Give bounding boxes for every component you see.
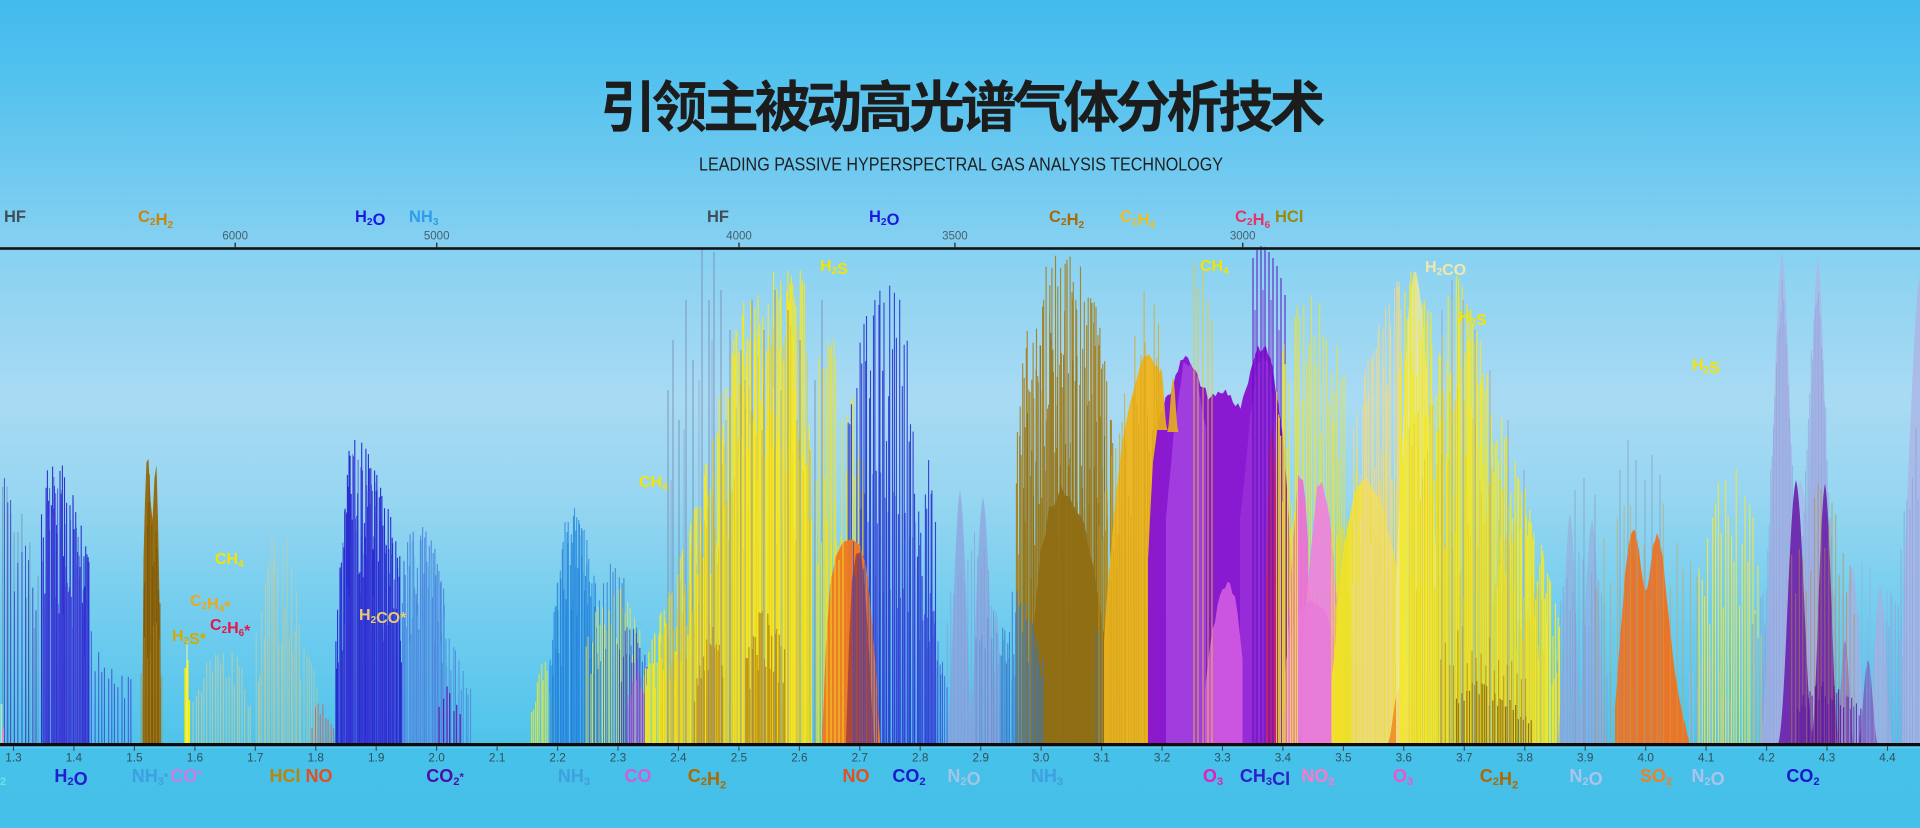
svg-text:2.1: 2.1 xyxy=(489,751,505,765)
svg-text:3.6: 3.6 xyxy=(1396,751,1413,765)
svg-text:CO*: CO* xyxy=(170,766,202,786)
svg-text:C2H2: C2H2 xyxy=(138,208,174,231)
svg-text:H2O: H2O xyxy=(355,208,386,229)
svg-text:4.4: 4.4 xyxy=(1879,751,1896,765)
svg-text:2.7: 2.7 xyxy=(852,751,868,765)
svg-text:C2H6: C2H6 xyxy=(1235,208,1271,231)
svg-text:H2CO*: H2CO* xyxy=(359,607,407,627)
svg-text:H2S: H2S xyxy=(820,258,848,278)
svg-text:O2: O2 xyxy=(0,766,6,788)
svg-text:H2S*: H2S* xyxy=(172,628,207,648)
svg-text:C2H6*: C2H6* xyxy=(210,617,251,640)
svg-text:1.5: 1.5 xyxy=(126,751,143,765)
svg-text:2.0: 2.0 xyxy=(428,751,445,765)
svg-text:CH4: CH4 xyxy=(215,551,244,570)
svg-text:CO2: CO2 xyxy=(892,766,925,788)
svg-text:C2H4*: C2H4* xyxy=(190,593,231,616)
svg-text:NH3: NH3 xyxy=(1031,766,1063,788)
svg-text:N2O: N2O xyxy=(1569,766,1602,789)
svg-text:H2O: H2O xyxy=(54,766,87,789)
svg-text:C2H2: C2H2 xyxy=(688,766,726,791)
svg-text:2.9: 2.9 xyxy=(972,751,988,765)
svg-text:H2S: H2S xyxy=(1459,309,1487,329)
svg-text:C2H2: C2H2 xyxy=(1049,208,1085,231)
svg-text:CO2: CO2 xyxy=(1786,766,1819,788)
svg-text:1.6: 1.6 xyxy=(187,751,204,765)
svg-text:SO2: SO2 xyxy=(1640,766,1672,788)
svg-text:HCl: HCl xyxy=(270,766,301,786)
svg-text:1.7: 1.7 xyxy=(247,751,263,765)
svg-text:3.4: 3.4 xyxy=(1275,751,1292,765)
svg-text:CH4: CH4 xyxy=(639,474,668,493)
svg-text:NH3: NH3 xyxy=(409,208,439,228)
svg-text:5000: 5000 xyxy=(424,231,450,243)
svg-text:HCl: HCl xyxy=(1275,208,1303,226)
svg-text:4.3: 4.3 xyxy=(1819,751,1836,765)
svg-text:CO2*: CO2* xyxy=(426,766,464,788)
svg-text:NH3*: NH3* xyxy=(132,766,169,788)
svg-text:4000: 4000 xyxy=(726,231,752,243)
svg-text:H2O: H2O xyxy=(869,208,900,229)
svg-text:2.4: 2.4 xyxy=(670,751,687,765)
svg-text:1.8: 1.8 xyxy=(308,751,325,765)
svg-text:NO: NO xyxy=(843,766,870,786)
svg-text:3.3: 3.3 xyxy=(1214,751,1231,765)
svg-text:NH3: NH3 xyxy=(558,766,590,788)
svg-text:4.0: 4.0 xyxy=(1637,751,1654,765)
svg-text:NO: NO xyxy=(306,766,333,786)
svg-text:NO2: NO2 xyxy=(1301,766,1334,788)
svg-text:2.8: 2.8 xyxy=(912,751,929,765)
svg-text:2.3: 2.3 xyxy=(610,751,627,765)
svg-text:4.2: 4.2 xyxy=(1758,751,1774,765)
svg-text:N2O: N2O xyxy=(1691,766,1724,789)
svg-text:H2CO: H2CO xyxy=(1425,259,1466,279)
svg-text:CH3Cl: CH3Cl xyxy=(1240,766,1290,789)
svg-text:3.5: 3.5 xyxy=(1335,751,1352,765)
svg-text:H2S: H2S xyxy=(1692,357,1720,377)
svg-text:3.1: 3.1 xyxy=(1093,751,1109,765)
svg-text:O3: O3 xyxy=(1203,766,1223,788)
svg-text:3000: 3000 xyxy=(1230,231,1256,243)
svg-text:4.1: 4.1 xyxy=(1698,751,1714,765)
svg-text:3.0: 3.0 xyxy=(1033,751,1050,765)
svg-text:1.9: 1.9 xyxy=(368,751,384,765)
svg-text:2.2: 2.2 xyxy=(549,751,565,765)
svg-text:C2H2: C2H2 xyxy=(1480,766,1518,791)
svg-text:HF: HF xyxy=(4,208,26,226)
svg-text:3.9: 3.9 xyxy=(1577,751,1593,765)
svg-text:1.4: 1.4 xyxy=(66,751,83,765)
svg-text:HF: HF xyxy=(707,208,729,226)
svg-text:2.5: 2.5 xyxy=(731,751,748,765)
svg-text:3.8: 3.8 xyxy=(1517,751,1534,765)
svg-text:O3: O3 xyxy=(1393,766,1413,788)
svg-text:2.6: 2.6 xyxy=(791,751,808,765)
svg-text:N2O: N2O xyxy=(947,766,980,789)
svg-text:C2H4: C2H4 xyxy=(1120,208,1156,231)
svg-text:CH4: CH4 xyxy=(1200,258,1229,277)
svg-text:1.3: 1.3 xyxy=(5,751,22,765)
svg-text:6000: 6000 xyxy=(222,231,248,243)
svg-text:CO: CO xyxy=(625,766,652,786)
svg-text:LEADING PASSIVE HYPERSPECTRAL: LEADING PASSIVE HYPERSPECTRAL GAS ANALYS… xyxy=(699,154,1223,175)
svg-text:3.2: 3.2 xyxy=(1154,751,1170,765)
svg-text:3500: 3500 xyxy=(942,231,968,243)
svg-text:3.7: 3.7 xyxy=(1456,751,1472,765)
